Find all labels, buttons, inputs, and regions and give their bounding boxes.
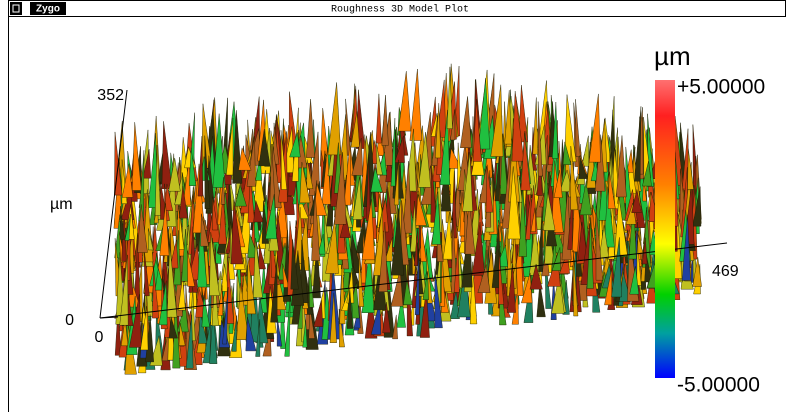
screen: Zygo Roughness 3D Model Plot 352 µm 0 0 … bbox=[0, 0, 786, 412]
colorbar bbox=[655, 80, 675, 378]
z-zero-label: 0 bbox=[65, 312, 74, 329]
colorbar-unit: µm bbox=[654, 41, 691, 71]
y-max-label: 352 bbox=[97, 87, 124, 104]
x-max-label: 469 bbox=[712, 263, 739, 280]
z-unit-label: µm bbox=[50, 196, 73, 213]
close-button[interactable] bbox=[10, 2, 22, 15]
window-title: Roughness 3D Model Plot bbox=[331, 4, 469, 16]
logo: Zygo bbox=[36, 4, 60, 15]
colorbar-max: +5.00000 bbox=[677, 76, 765, 99]
page: Zygo Roughness 3D Model Plot 352 µm 0 0 … bbox=[0, 0, 786, 412]
colorbar-min: -5.00000 bbox=[677, 374, 760, 397]
x-zero-label: 0 bbox=[95, 329, 104, 346]
